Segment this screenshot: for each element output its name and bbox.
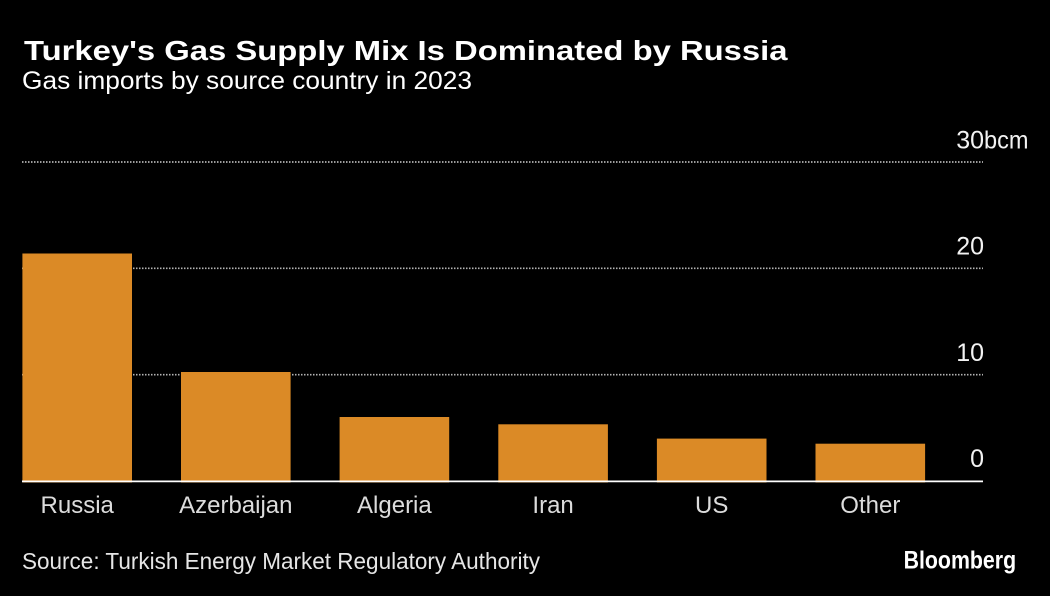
svg-text:Iran: Iran bbox=[532, 492, 573, 519]
svg-text:30: 30 bbox=[956, 126, 984, 154]
svg-text:Russia: Russia bbox=[41, 492, 115, 519]
svg-text:Algeria: Algeria bbox=[357, 492, 432, 519]
svg-text:bcm: bcm bbox=[984, 126, 1029, 154]
svg-text:0: 0 bbox=[970, 445, 984, 473]
svg-text:Gas imports by source country: Gas imports by source country in 2023 bbox=[22, 67, 472, 95]
svg-text:Bloomberg: Bloomberg bbox=[904, 547, 1017, 575]
svg-text:US: US bbox=[695, 492, 728, 519]
svg-text:10: 10 bbox=[956, 339, 984, 367]
svg-text:Turkey's Gas Supply Mix Is Dom: Turkey's Gas Supply Mix Is Dominated by … bbox=[24, 35, 788, 66]
svg-text:Azerbaijan: Azerbaijan bbox=[179, 492, 292, 519]
svg-text:20: 20 bbox=[956, 233, 984, 261]
svg-text:Other: Other bbox=[840, 492, 900, 519]
svg-text:Source: Turkish Energy Market: Source: Turkish Energy Market Regulatory… bbox=[22, 548, 540, 574]
